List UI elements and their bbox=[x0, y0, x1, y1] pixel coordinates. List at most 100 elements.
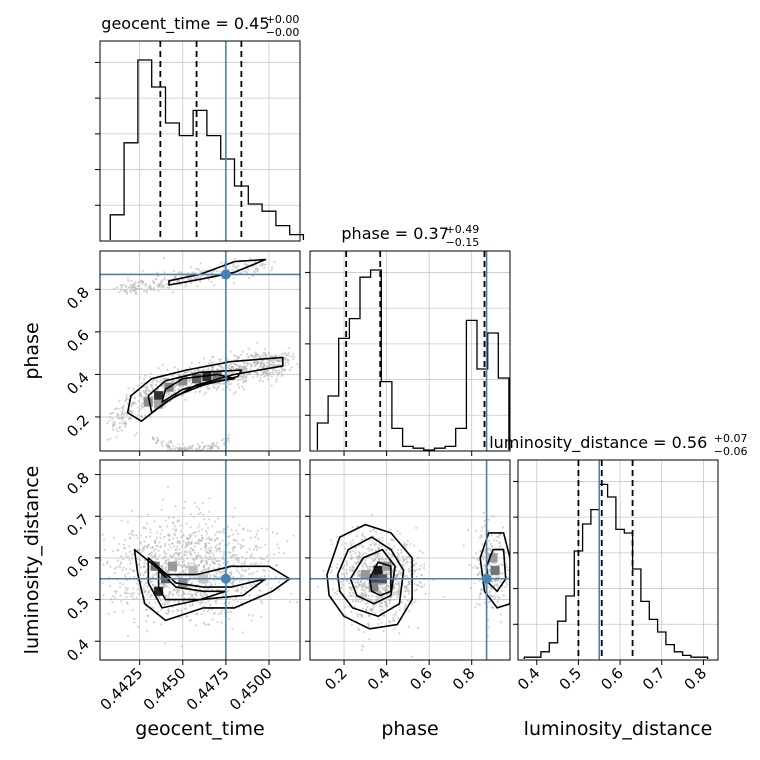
sample-point bbox=[153, 554, 156, 557]
sample-point bbox=[179, 270, 182, 273]
sample-point bbox=[143, 547, 146, 550]
truth-marker bbox=[220, 573, 231, 584]
sample-point bbox=[353, 605, 356, 608]
sample-point bbox=[473, 582, 476, 585]
sample-point bbox=[265, 555, 268, 558]
sample-point bbox=[481, 526, 484, 529]
sample-point bbox=[151, 280, 155, 283]
sample-point bbox=[493, 583, 496, 586]
sample-point bbox=[112, 287, 115, 290]
sample-point bbox=[409, 561, 412, 564]
sample-point bbox=[256, 367, 259, 370]
sample-point bbox=[120, 288, 123, 292]
truth-marker bbox=[481, 573, 492, 584]
sample-point bbox=[193, 501, 196, 504]
sample-point bbox=[494, 562, 497, 565]
sample-point bbox=[116, 414, 120, 417]
sample-point bbox=[205, 369, 208, 372]
sample-point bbox=[261, 354, 264, 357]
sample-point bbox=[367, 624, 370, 628]
sample-point bbox=[255, 548, 258, 552]
sample-point bbox=[227, 590, 230, 593]
sample-point bbox=[145, 289, 148, 292]
sample-point bbox=[348, 591, 351, 595]
sample-point bbox=[397, 587, 400, 591]
sample-point bbox=[486, 618, 490, 621]
sample-point bbox=[157, 549, 160, 552]
sample-point bbox=[220, 439, 223, 442]
sample-point bbox=[179, 530, 183, 533]
sample-point bbox=[209, 546, 212, 549]
sample-point bbox=[160, 564, 163, 568]
sample-point bbox=[501, 585, 504, 588]
sample-point bbox=[198, 269, 201, 272]
sample-point bbox=[184, 371, 187, 374]
sample-point bbox=[189, 597, 192, 600]
yaxis-label: luminosity_distance bbox=[21, 466, 43, 655]
sample-point bbox=[343, 564, 346, 568]
sample-point bbox=[190, 562, 193, 565]
sample-point bbox=[255, 353, 258, 356]
sample-point bbox=[121, 610, 124, 613]
sample-point bbox=[226, 525, 230, 528]
sample-point bbox=[329, 571, 332, 574]
sample-point bbox=[400, 551, 403, 554]
sample-point bbox=[138, 287, 141, 290]
sample-point bbox=[220, 621, 223, 624]
sample-point bbox=[479, 592, 482, 595]
sample-point bbox=[248, 277, 251, 280]
sample-point bbox=[359, 557, 362, 560]
sample-point bbox=[145, 393, 148, 396]
sample-point bbox=[472, 556, 475, 560]
sample-point bbox=[196, 443, 200, 446]
sample-point bbox=[273, 553, 276, 556]
sample-point bbox=[145, 291, 149, 294]
sample-point bbox=[491, 587, 494, 590]
sample-point bbox=[142, 587, 145, 590]
sample-point bbox=[389, 601, 392, 605]
ytick-label: 0.4 bbox=[63, 369, 93, 399]
sample-point bbox=[182, 596, 185, 599]
sample-point bbox=[175, 384, 178, 387]
sample-point bbox=[387, 542, 390, 545]
sample-point bbox=[493, 579, 497, 582]
sample-point bbox=[199, 548, 203, 551]
sample-point bbox=[143, 414, 146, 417]
sample-point bbox=[228, 440, 231, 443]
sample-point bbox=[153, 289, 156, 292]
sample-point bbox=[150, 595, 153, 598]
sample-point bbox=[198, 530, 201, 533]
sample-point bbox=[185, 615, 188, 618]
sample-point bbox=[242, 365, 246, 368]
sample-point bbox=[421, 551, 424, 554]
sample-point bbox=[198, 445, 201, 448]
sample-point bbox=[186, 565, 189, 568]
sample-point bbox=[277, 588, 280, 591]
sample-point bbox=[158, 525, 162, 528]
sample-point bbox=[128, 558, 131, 562]
sample-point bbox=[232, 362, 235, 365]
sample-point bbox=[253, 548, 256, 551]
sample-point bbox=[202, 591, 206, 594]
sample-point bbox=[245, 368, 248, 371]
sample-point bbox=[502, 526, 505, 529]
sample-point bbox=[173, 448, 176, 451]
sample-point bbox=[378, 592, 381, 595]
sample-point bbox=[131, 553, 134, 556]
sample-point bbox=[356, 525, 359, 529]
sample-point bbox=[156, 440, 159, 444]
sample-point bbox=[145, 536, 148, 539]
sample-point bbox=[235, 569, 238, 573]
sample-point bbox=[254, 365, 257, 368]
sample-point bbox=[364, 559, 367, 562]
sample-point bbox=[143, 540, 146, 543]
sample-point bbox=[393, 586, 396, 590]
sample-point bbox=[277, 581, 281, 584]
sample-point bbox=[206, 447, 209, 451]
sample-point bbox=[209, 446, 212, 450]
xaxis-label: geocent_time bbox=[135, 718, 264, 740]
sample-point bbox=[226, 597, 229, 600]
sample-point bbox=[489, 542, 492, 545]
sample-point bbox=[275, 532, 279, 535]
sample-point bbox=[280, 352, 283, 355]
